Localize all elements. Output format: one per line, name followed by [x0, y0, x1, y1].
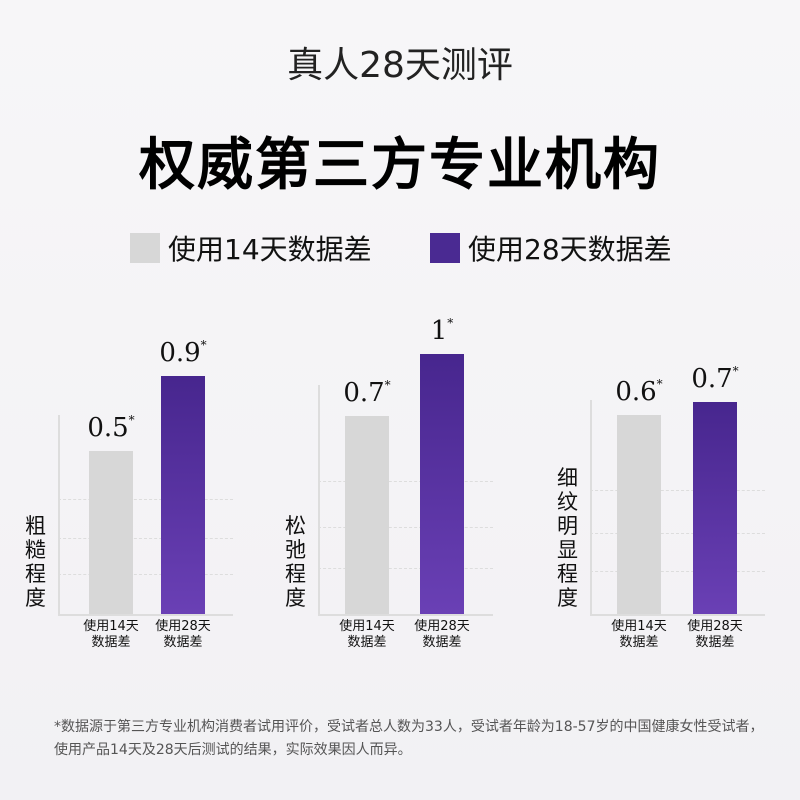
- data-label: 0.5*: [71, 413, 151, 443]
- bar: [161, 376, 205, 614]
- legend-item-28days: 使用28天数据差: [430, 228, 672, 268]
- gridline: [58, 574, 233, 576]
- gridline: [58, 498, 233, 500]
- y-axis: [58, 415, 60, 614]
- asterisk: *: [447, 316, 454, 330]
- y-axis-label: 松弛程度: [285, 514, 306, 610]
- x-axis: [318, 614, 493, 616]
- asterisk: *: [384, 378, 391, 393]
- x-tick-label: 使用14天 数据差: [611, 619, 667, 650]
- bar: [693, 402, 737, 614]
- x-tick-label: 使用28天 数据差: [155, 619, 211, 650]
- data-label: 1*: [402, 316, 482, 346]
- footnote: *数据源于第三方专业机构消费者试用评价，受试者总人数为33人，受试者年龄为18-…: [54, 719, 764, 758]
- y-axis-label: 细纹明显程度: [557, 466, 578, 610]
- y-axis: [590, 400, 592, 614]
- data-label-value: 0.7: [691, 364, 733, 394]
- gridline: [590, 489, 765, 491]
- data-label-value: 1: [430, 316, 448, 346]
- subtitle: 真人28天测评: [287, 45, 513, 86]
- legend-swatch-gray: [130, 233, 160, 263]
- gridline: [318, 568, 493, 570]
- y-axis: [318, 385, 320, 614]
- data-label-value: 0.5: [87, 413, 129, 444]
- legend-label: 使用28天数据差: [468, 233, 672, 266]
- asterisk: *: [128, 413, 135, 428]
- gridline: [590, 532, 765, 534]
- data-label-value: 0.9: [159, 338, 201, 369]
- x-axis: [58, 614, 233, 616]
- x-tick-label: 使用14天 数据差: [83, 619, 139, 650]
- x-tick-label: 使用28天 数据差: [687, 619, 743, 650]
- gridline: [58, 538, 233, 540]
- legend-label: 使用14天数据差: [168, 233, 372, 266]
- gridline: [590, 571, 765, 573]
- x-axis: [590, 614, 765, 616]
- asterisk: *: [732, 364, 739, 378]
- data-label: 0.7*: [675, 364, 755, 394]
- gridline: [318, 526, 493, 528]
- data-label: 0.9*: [143, 338, 223, 368]
- page-title: 权威第三方专业机构: [139, 133, 661, 198]
- data-label-value: 0.7: [343, 378, 385, 409]
- y-axis-label: 粗糙程度: [25, 514, 46, 610]
- x-tick-label: 使用14天 数据差: [339, 619, 395, 650]
- asterisk: *: [656, 377, 663, 391]
- legend-item-14days: 使用14天数据差: [130, 228, 372, 268]
- bar: [420, 354, 464, 614]
- bar: [345, 416, 389, 614]
- asterisk: *: [200, 338, 207, 353]
- data-label-value: 0.6: [615, 377, 657, 407]
- bar: [617, 415, 661, 614]
- data-label: 0.7*: [327, 378, 407, 408]
- gridline: [318, 481, 493, 483]
- x-tick-label: 使用28天 数据差: [414, 619, 470, 650]
- data-label: 0.6*: [599, 377, 679, 407]
- bar: [89, 451, 133, 614]
- legend-swatch-purple: [430, 233, 460, 263]
